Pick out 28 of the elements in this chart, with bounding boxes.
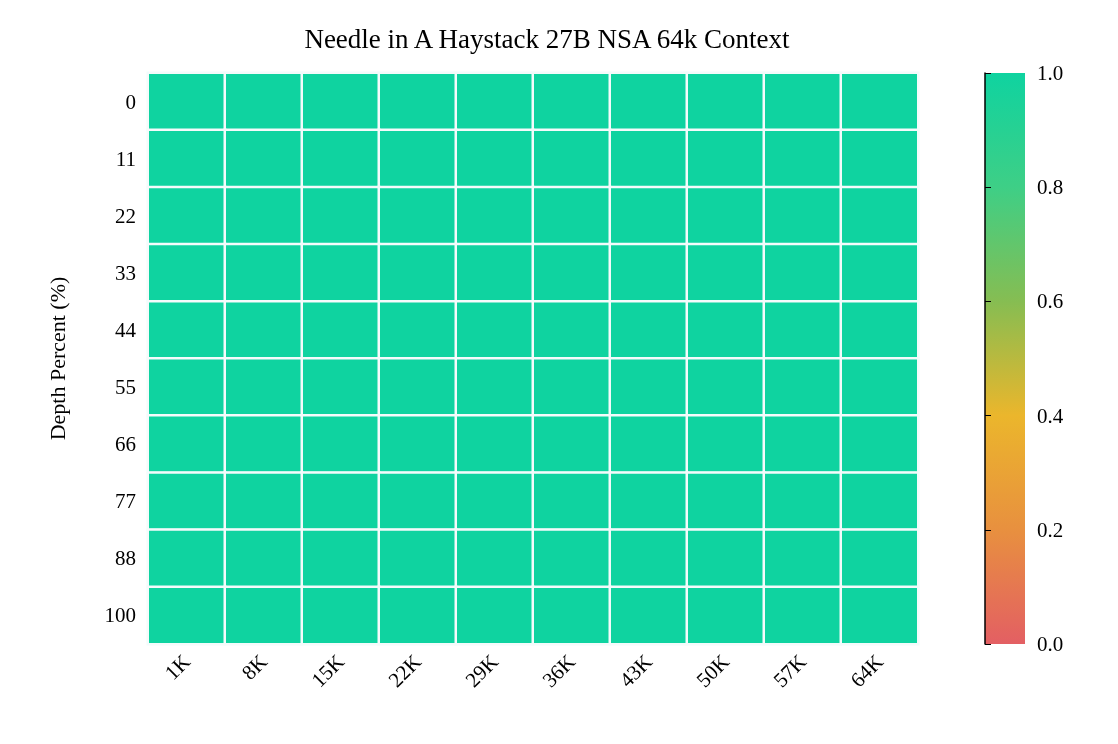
y-axis-title: Depth Percent (%)	[44, 276, 70, 441]
color-bar-label: 0.0	[1037, 632, 1064, 656]
chart-title: Needle in A Haystack 27B NSA 64k Context	[304, 23, 791, 54]
x-tick-label: 8K	[236, 649, 272, 685]
y-tick-label: 11	[115, 146, 136, 171]
x-tick-label: 1K	[159, 649, 195, 685]
color-bar-label: 0.4	[1037, 403, 1064, 428]
y-tick-label: 55	[115, 375, 136, 400]
x-tick-label: 36K	[537, 649, 580, 693]
y-tick-label: 22	[115, 203, 136, 228]
color-bar-label: 0.8	[1037, 175, 1064, 200]
color-bar-label: 0.2	[1037, 517, 1064, 542]
x-tick-label: 29K	[460, 649, 503, 693]
y-tick-label: 77	[115, 489, 136, 514]
y-tick-label: 33	[115, 260, 136, 285]
color-bar-label: 0.6	[1037, 289, 1064, 314]
y-tick-label: 0	[125, 89, 136, 114]
x-tick-label: 43K	[614, 649, 657, 693]
x-tick-label: 64K	[845, 649, 888, 693]
x-tick-label: 50K	[691, 649, 734, 693]
x-tick-label: 22K	[383, 649, 426, 693]
y-tick-label: 66	[115, 432, 136, 457]
y-tick-label: 100	[104, 603, 136, 628]
x-tick-label: 15K	[306, 649, 349, 693]
y-tick-label: 44	[115, 317, 137, 342]
color-bar-label: 1.0	[1037, 61, 1064, 85]
x-tick-label: 57K	[768, 649, 811, 693]
y-tick-label: 88	[115, 546, 136, 571]
